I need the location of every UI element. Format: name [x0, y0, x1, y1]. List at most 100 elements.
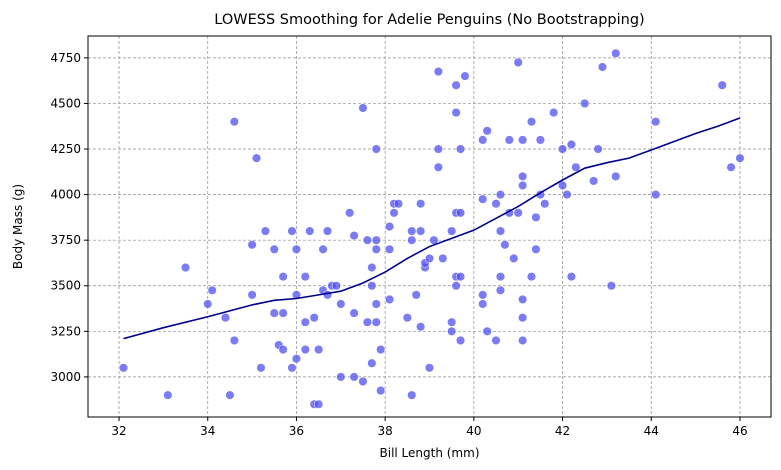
- lowess-line-layer: [123, 117, 741, 340]
- scatter-point: [411, 290, 421, 300]
- x-tick-label: 34: [200, 424, 215, 438]
- scatter-point: [611, 48, 621, 58]
- x-tick-label: 46: [732, 424, 747, 438]
- scatter-point: [478, 290, 488, 300]
- scatter-point: [181, 262, 191, 273]
- scatter-point: [571, 162, 581, 172]
- scatter-point: [478, 135, 488, 145]
- scatter-point: [247, 240, 257, 250]
- scatter-point: [447, 317, 457, 327]
- scatter-point: [331, 281, 341, 291]
- scatter-point: [349, 308, 359, 318]
- scatter-point: [531, 244, 541, 254]
- scatter-point: [460, 71, 470, 81]
- scatter-point: [251, 153, 262, 163]
- scatter-point: [518, 180, 528, 191]
- scatter-point: [300, 345, 310, 355]
- scatter-point: [651, 117, 661, 127]
- scatter-point: [540, 199, 550, 209]
- scatter-point: [358, 103, 368, 113]
- scatter-point: [389, 208, 399, 218]
- scatter-point: [651, 190, 661, 200]
- x-tick-label: 36: [289, 424, 304, 438]
- scatter-point: [163, 390, 173, 400]
- scatter-point: [371, 144, 381, 154]
- scatter-point: [305, 226, 315, 236]
- scatter-point: [726, 162, 736, 172]
- scatter-point: [478, 194, 488, 204]
- scatter-point: [611, 171, 621, 181]
- scatter-point: [336, 372, 346, 382]
- scatter-point: [513, 208, 523, 218]
- scatter-point: [314, 345, 324, 355]
- scatter-point: [558, 144, 568, 154]
- scatter-point: [269, 244, 279, 254]
- scatter-point: [393, 199, 404, 209]
- scatter-point: [433, 66, 443, 77]
- scatter-point: [291, 354, 301, 364]
- y-tick-label: 3500: [50, 279, 81, 293]
- scatter-point: [287, 363, 297, 373]
- scatter-point: [491, 199, 501, 209]
- scatter-point: [416, 226, 426, 236]
- scatter-point: [345, 208, 355, 218]
- scatter-point: [518, 313, 528, 323]
- scatter-point: [416, 199, 426, 209]
- scatter-point: [416, 322, 426, 332]
- scatter-point: [269, 308, 279, 318]
- scatter-point: [589, 176, 599, 186]
- scatter-point: [362, 235, 372, 245]
- y-tick-label: 3000: [50, 370, 81, 384]
- scatter-point: [504, 135, 514, 145]
- scatter-point: [362, 317, 372, 327]
- scatter-point: [518, 135, 528, 145]
- scatter-point: [509, 253, 519, 263]
- scatter-point: [526, 117, 537, 127]
- scatter-point: [735, 153, 745, 163]
- scatter-point: [558, 180, 568, 191]
- scatter-point: [580, 98, 590, 108]
- scatter-point: [322, 290, 333, 300]
- scatter-point: [593, 144, 603, 154]
- x-tick-label: 44: [644, 424, 659, 438]
- scatter-point: [535, 135, 545, 145]
- scatter-point: [358, 376, 368, 387]
- scatter-point: [455, 208, 466, 218]
- scatter-point: [287, 226, 297, 236]
- scatter-point: [447, 326, 457, 336]
- lowess-line: [123, 117, 741, 340]
- scatter-point: [247, 290, 257, 300]
- y-axis-label: Body Mass (g): [11, 184, 25, 269]
- scatter-point: [220, 313, 231, 323]
- chart-title: LOWESS Smoothing for Adelie Penguins (No…: [214, 12, 644, 28]
- scatter-point: [385, 244, 395, 254]
- scatter-point: [518, 335, 528, 345]
- x-tick-label: 42: [555, 424, 570, 438]
- scatter-point: [336, 299, 346, 309]
- scatter-point: [526, 272, 537, 282]
- scatter-point: [482, 326, 492, 336]
- scatter-point: [322, 226, 333, 236]
- scatter-point: [606, 281, 616, 291]
- scatter-point: [495, 226, 506, 236]
- scatter-point: [518, 171, 528, 181]
- scatter-point: [495, 285, 506, 295]
- scatter-point: [300, 272, 310, 282]
- x-axis-label: Bill Length (mm): [380, 446, 480, 460]
- scatter-point: [531, 212, 541, 222]
- scatter-point: [207, 285, 217, 295]
- scatter-point: [451, 108, 461, 118]
- scatter-point: [314, 399, 324, 409]
- y-tick-label: 4000: [50, 188, 81, 202]
- scatter-point: [407, 226, 417, 236]
- scatter-point: [371, 235, 381, 245]
- scatter-point: [495, 190, 506, 200]
- scatter-point: [260, 226, 270, 236]
- scatter-point: [371, 244, 381, 254]
- x-tick-label: 32: [111, 424, 126, 438]
- scatter-point: [376, 386, 386, 396]
- scatter-point: [566, 272, 576, 282]
- scatter-point: [549, 108, 559, 118]
